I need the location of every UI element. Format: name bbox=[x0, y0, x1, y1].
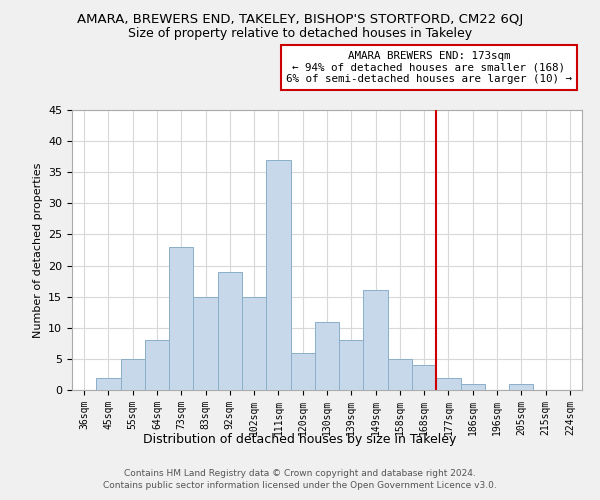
Text: Size of property relative to detached houses in Takeley: Size of property relative to detached ho… bbox=[128, 28, 472, 40]
Text: Contains public sector information licensed under the Open Government Licence v3: Contains public sector information licen… bbox=[103, 481, 497, 490]
Bar bbox=[315, 322, 339, 390]
Y-axis label: Number of detached properties: Number of detached properties bbox=[32, 162, 43, 338]
Text: Contains HM Land Registry data © Crown copyright and database right 2024.: Contains HM Land Registry data © Crown c… bbox=[124, 469, 476, 478]
Bar bbox=[339, 340, 364, 390]
Text: AMARA, BREWERS END, TAKELEY, BISHOP'S STORTFORD, CM22 6QJ: AMARA, BREWERS END, TAKELEY, BISHOP'S ST… bbox=[77, 12, 523, 26]
Bar bbox=[169, 247, 193, 390]
Bar bbox=[96, 378, 121, 390]
Text: AMARA BREWERS END: 173sqm
← 94% of detached houses are smaller (168)
6% of semi-: AMARA BREWERS END: 173sqm ← 94% of detac… bbox=[286, 51, 572, 84]
Bar bbox=[290, 352, 315, 390]
Bar bbox=[193, 296, 218, 390]
Bar bbox=[121, 359, 145, 390]
Bar bbox=[218, 272, 242, 390]
Bar bbox=[412, 365, 436, 390]
Bar bbox=[266, 160, 290, 390]
Bar bbox=[145, 340, 169, 390]
Bar bbox=[461, 384, 485, 390]
Bar bbox=[388, 359, 412, 390]
Bar bbox=[436, 378, 461, 390]
Bar bbox=[364, 290, 388, 390]
Text: Distribution of detached houses by size in Takeley: Distribution of detached houses by size … bbox=[143, 432, 457, 446]
Bar bbox=[242, 296, 266, 390]
Bar bbox=[509, 384, 533, 390]
